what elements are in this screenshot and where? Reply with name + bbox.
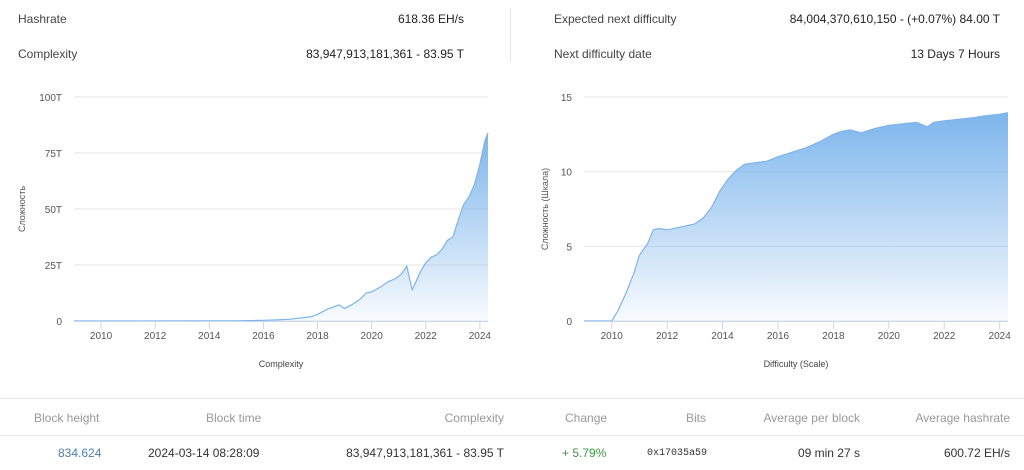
y-axis-title: Сложность (Шкала): [540, 168, 550, 250]
x-tick-label: 2024: [469, 331, 492, 342]
x-tick-label: 2014: [198, 331, 221, 342]
header-average-hashrate: Average hashrate: [915, 411, 1010, 425]
header-complexity: Complexity: [444, 411, 504, 425]
x-tick-label: 2020: [878, 331, 901, 342]
x-tick-label: 2024: [989, 331, 1012, 342]
x-tick-label: 2018: [822, 331, 845, 342]
y-tick-label: 0: [56, 317, 62, 328]
stat-value: 13 Days 7 Hours: [910, 47, 1000, 61]
stat-label: Complexity: [18, 47, 78, 61]
x-tick-label: 2022: [415, 331, 438, 342]
stat-label: Next difficulty date: [554, 47, 652, 61]
complexity-chart: 0 25T 50T 75T 100T 2010 2012 2014 2016 2018 2020 20…: [17, 93, 492, 369]
stat-label: Expected next difficulty: [554, 12, 677, 26]
y-tick-label: 0: [566, 317, 572, 328]
y-tick-label: 75T: [45, 149, 62, 160]
header-block-time: Block time: [206, 411, 262, 425]
header-change: Change: [565, 411, 608, 425]
average-hashrate-cell: 600.72 EH/s: [943, 446, 1010, 460]
x-tick-label: 2022: [933, 331, 956, 342]
average-per-block-cell: 09 min 27 s: [797, 446, 860, 460]
block-time-cell: 2024-03-14 08:28:09: [148, 446, 260, 460]
stats-divider: [510, 8, 511, 62]
bits-cell: 0x17035a59: [647, 448, 708, 459]
y-tick-label: 5: [566, 242, 572, 253]
y-tick-label: 25T: [45, 261, 62, 272]
stat-value: 83,947,913,181,361 - 83.95 T: [306, 47, 464, 61]
area-fill: [74, 132, 488, 321]
stat-complexity: Complexity 83,947,913,181,361 - 83.95 T: [18, 47, 464, 63]
x-tick-label: 2010: [601, 331, 624, 342]
table-top-border: [0, 398, 1024, 399]
complexity-cell: 83,947,913,181,361 - 83.95 T: [346, 446, 504, 460]
y-axis-title: Сложность: [17, 186, 27, 232]
x-tick-label: 2012: [656, 331, 679, 342]
stat-hashrate: Hashrate 618.36 EH/s: [18, 12, 464, 28]
x-tick-label: 2012: [144, 331, 167, 342]
x-tick-label: 2020: [361, 331, 384, 342]
series-line: [584, 112, 1009, 322]
change-cell: + 5.79%: [562, 446, 607, 460]
stat-value: 84,004,370,610,150 - (+0.07%) 84.00 T: [789, 12, 1000, 26]
x-tick-label: 2016: [767, 331, 790, 342]
block-height-link[interactable]: 834.624: [58, 446, 102, 460]
stat-value: 618.36 EH/s: [397, 12, 464, 26]
header-bits: Bits: [685, 411, 706, 425]
series-line: [73, 132, 489, 322]
y-tick-label: 10: [561, 168, 573, 179]
stat-label: Hashrate: [18, 12, 67, 26]
x-tick-label: 2018: [306, 331, 329, 342]
x-tick-label: 2014: [711, 331, 734, 342]
y-tick-label: 100T: [39, 93, 62, 104]
difficulty-scale-chart: 0 5 10 15 2010 2012 2014 2016 2018 2020 2022 2024 Di…: [540, 93, 1012, 369]
header-block-height: Block height: [34, 411, 100, 425]
x-axis-title: Difficulty (Scale): [764, 359, 829, 369]
x-axis-title: Complexity: [259, 359, 304, 369]
y-tick-label: 15: [561, 93, 573, 104]
header-average-per-block: Average per block: [763, 411, 860, 425]
y-tick-label: 50T: [45, 205, 62, 216]
area-fill: [584, 112, 1008, 321]
table-header-border: [0, 435, 1024, 436]
difficulty-table: Block height Block time Complexity Chang…: [0, 398, 1024, 470]
x-tick-label: 2010: [90, 331, 113, 342]
x-tick-label: 2016: [252, 331, 275, 342]
stat-next-difficulty-date: Next difficulty date 13 Days 7 Hours: [554, 47, 1000, 63]
stat-expected-next-difficulty: Expected next difficulty 84,004,370,610,…: [554, 12, 1000, 28]
